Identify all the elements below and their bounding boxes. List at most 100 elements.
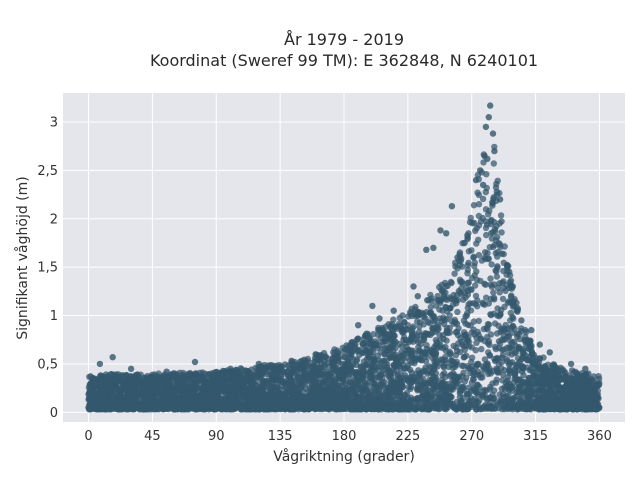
data-point — [212, 374, 220, 382]
data-point — [436, 306, 443, 313]
data-point — [426, 376, 433, 384]
data-point — [493, 365, 500, 372]
data-point — [115, 388, 122, 395]
data-point — [304, 355, 312, 363]
data-point — [369, 405, 377, 412]
data-point — [497, 310, 504, 318]
data-point — [97, 387, 105, 394]
data-point — [492, 267, 499, 274]
data-point — [439, 379, 446, 387]
data-point — [474, 189, 481, 196]
data-point — [360, 342, 367, 349]
data-point — [508, 359, 516, 366]
data-point — [307, 371, 315, 378]
data-point — [488, 216, 495, 224]
data-point — [467, 307, 475, 314]
data-point — [439, 356, 446, 364]
data-point — [480, 393, 487, 401]
data-point — [302, 378, 309, 385]
data-point — [495, 344, 503, 352]
data-point — [518, 325, 525, 332]
data-point — [496, 241, 504, 248]
data-point — [472, 282, 479, 289]
data-point — [410, 323, 417, 330]
data-point — [415, 344, 422, 351]
data-point — [341, 353, 349, 361]
data-point — [485, 370, 492, 378]
data-point — [413, 336, 420, 343]
data-point — [511, 366, 518, 374]
data-point — [460, 362, 467, 370]
data-point — [468, 329, 476, 336]
data-point — [564, 389, 572, 396]
data-point — [468, 358, 475, 366]
data-point — [499, 279, 506, 286]
data-point — [351, 398, 358, 405]
data-point — [481, 280, 488, 287]
data-point — [401, 318, 408, 326]
data-point — [332, 379, 339, 386]
data-point — [364, 402, 371, 409]
data-point — [460, 296, 467, 303]
data-point — [471, 272, 478, 279]
data-point — [443, 324, 451, 332]
data-point — [478, 335, 485, 342]
data-point — [483, 231, 490, 239]
data-point — [238, 366, 245, 373]
data-point — [501, 383, 508, 391]
data-point — [432, 336, 440, 344]
data-point — [499, 377, 506, 384]
data-point — [485, 300, 492, 307]
data-point — [566, 378, 573, 385]
data-point — [494, 177, 501, 184]
data-point — [534, 361, 541, 368]
data-point — [392, 403, 400, 410]
data-point — [381, 345, 388, 352]
data-point — [115, 397, 122, 405]
data-point — [355, 335, 362, 342]
data-point — [560, 375, 567, 382]
data-point — [468, 344, 475, 351]
data-point — [498, 359, 505, 366]
data-point — [486, 352, 493, 359]
data-point — [426, 309, 434, 317]
data-point — [507, 309, 514, 317]
data-point — [423, 388, 431, 396]
data-point — [264, 378, 271, 385]
data-point — [474, 303, 481, 310]
data-point — [475, 201, 483, 208]
data-point — [494, 305, 501, 312]
data-point — [473, 339, 480, 346]
data-point — [338, 372, 345, 379]
data-point — [517, 395, 524, 403]
data-point — [527, 366, 534, 373]
data-point — [453, 347, 461, 355]
data-point — [453, 398, 460, 406]
data-point — [500, 325, 508, 332]
data-point — [465, 384, 472, 391]
data-point — [519, 363, 527, 370]
data-point — [419, 375, 427, 382]
data-point — [442, 373, 449, 380]
data-point — [482, 249, 489, 256]
data-point — [490, 395, 497, 403]
data-point — [444, 282, 451, 290]
data-point — [463, 312, 470, 319]
chart-title-line-1: År 1979 - 2019 — [284, 30, 404, 49]
data-point — [452, 329, 460, 336]
data-point — [423, 342, 430, 349]
data-point — [480, 403, 488, 410]
data-point — [378, 364, 386, 371]
data-point — [310, 362, 317, 369]
data-point — [347, 377, 354, 385]
data-point — [404, 349, 411, 356]
data-point — [357, 405, 364, 413]
data-point — [285, 362, 292, 369]
data-point — [494, 253, 501, 260]
data-point — [542, 365, 550, 372]
data-point — [457, 289, 464, 296]
data-point — [420, 336, 427, 343]
data-point — [413, 399, 421, 407]
data-point — [488, 405, 495, 413]
data-point — [498, 218, 505, 225]
